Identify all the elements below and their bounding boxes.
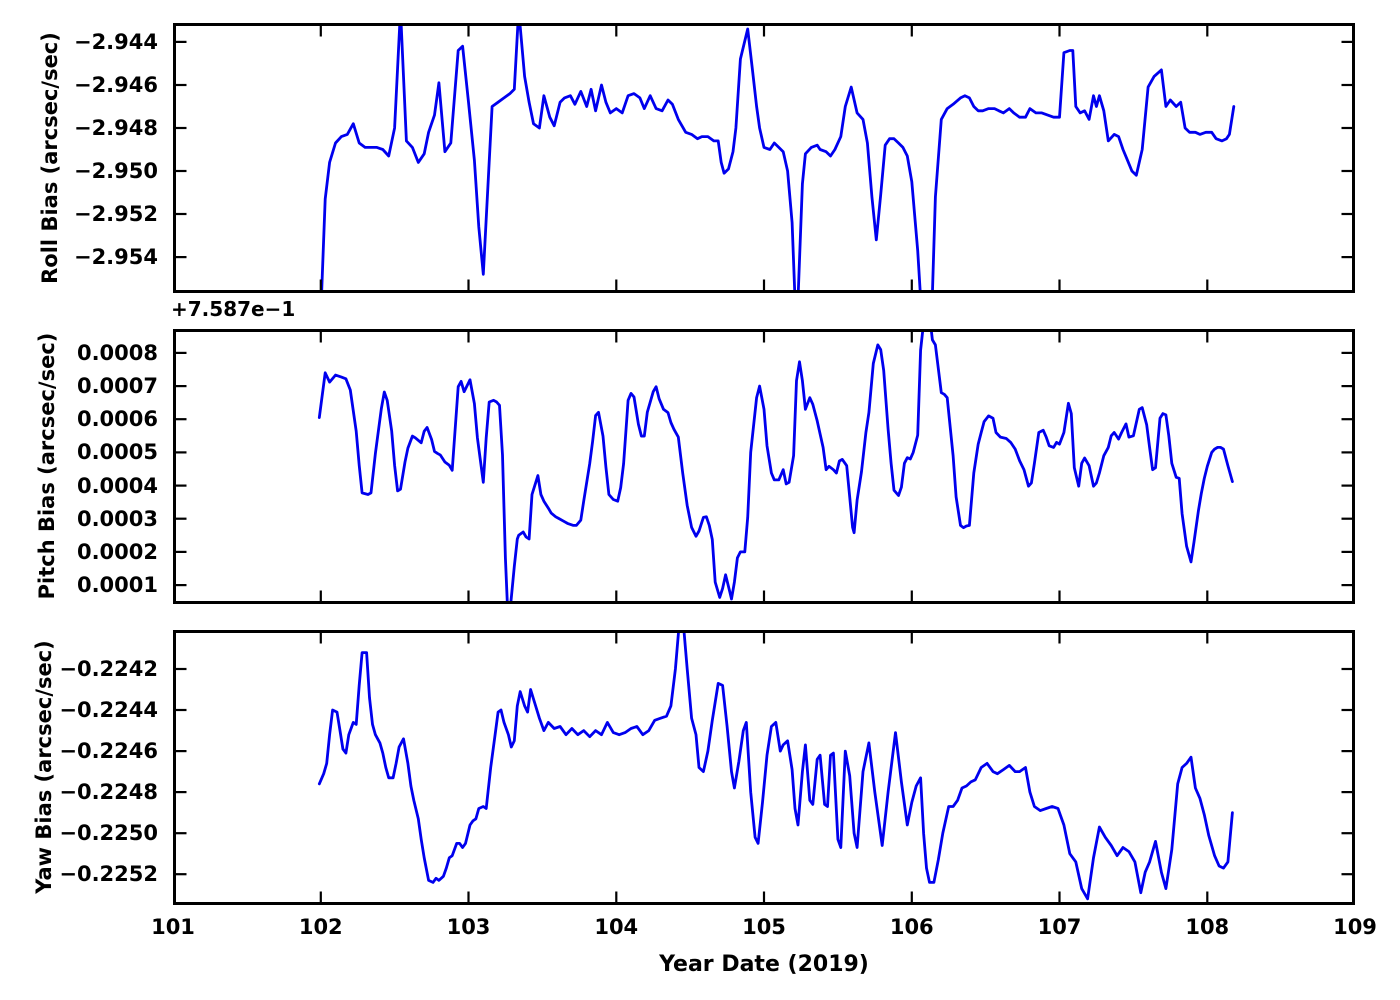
- roll-bias-series-line: [320, 23, 1236, 293]
- yaw-bias-subplot: [173, 630, 1355, 905]
- pitch-bias-ytick-label: 0.0003: [76, 506, 158, 531]
- yaw-bias-xtick-label: 102: [298, 915, 343, 939]
- pitch-bias-frame: [173, 329, 1355, 604]
- pitch-bias-ytick-label: 0.0001: [76, 573, 158, 598]
- x-axis-label: Year Date (2019): [659, 952, 869, 977]
- roll-bias-frame: [173, 23, 1355, 293]
- pitch-bias-ytick-label: 0.0007: [76, 374, 158, 399]
- pitch-bias-ytick-label: 0.0002: [76, 539, 158, 564]
- yaw-bias-xtick-label: 104: [594, 915, 639, 939]
- yaw-bias-xtick-label: 103: [446, 915, 491, 939]
- yaw-bias-ytick-label: −0.2250: [59, 821, 158, 846]
- roll-bias-ytick-label: −2.944: [73, 29, 158, 54]
- yaw-bias-xtick-label: 105: [742, 915, 786, 939]
- yaw-bias-xtick-label: 108: [1185, 915, 1230, 939]
- roll-bias-canvas: [173, 23, 1355, 293]
- yaw-bias-xtick-label: 107: [1037, 915, 1082, 939]
- yaw-bias-tick-marks: [173, 631, 1355, 904]
- yaw-bias-frame: [173, 630, 1355, 905]
- roll-bias-subplot: [173, 23, 1355, 293]
- yaw-bias-canvas: [173, 630, 1355, 905]
- yaw-bias-ytick-label: −0.2248: [59, 780, 158, 805]
- roll-bias-tick-marks: [173, 24, 1355, 292]
- roll-bias-ytick-label: −2.952: [73, 202, 158, 227]
- roll-bias-ytick-label: −2.950: [73, 159, 158, 184]
- pitch-bias-ytick-label: 0.0008: [76, 340, 158, 365]
- pitch-axis-offset-text: +7.587e−1: [171, 297, 296, 321]
- pitch-bias-series-line: [317, 329, 1234, 604]
- yaw-bias-ytick-label: −0.2244: [59, 698, 158, 723]
- pitch-bias-ytick-label: 0.0004: [76, 473, 158, 498]
- roll-bias-ytick-label: −2.946: [73, 72, 158, 97]
- roll-bias-ytick-label: −2.954: [73, 245, 158, 270]
- pitch-bias-tick-marks: [173, 330, 1355, 603]
- pitch-bias-subplot: [173, 329, 1355, 604]
- yaw-bias-ytick-label: −0.2242: [59, 656, 158, 681]
- yaw-bias-xtick-label: 101: [151, 915, 195, 939]
- yaw-bias-ytick-label: −0.2246: [59, 739, 158, 764]
- pitch-bias-ytick-label: 0.0005: [76, 440, 158, 465]
- yaw-bias-ytick-label: −0.2252: [59, 862, 158, 887]
- yaw-bias-series-line: [317, 630, 1234, 901]
- yaw-bias-xtick-label: 106: [889, 915, 934, 939]
- pitch-bias-ytick-label: 0.0006: [76, 407, 158, 432]
- pitch-bias-canvas: [173, 329, 1355, 604]
- roll-bias-ytick-label: −2.948: [73, 115, 158, 140]
- yaw-bias-xtick-label: 109: [1333, 915, 1377, 939]
